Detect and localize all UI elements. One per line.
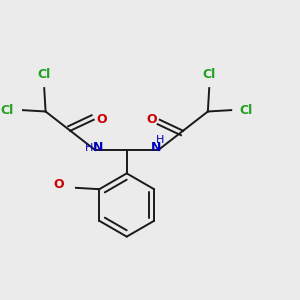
Text: H: H <box>155 134 164 145</box>
Text: N: N <box>93 141 103 154</box>
Text: Cl: Cl <box>1 103 14 117</box>
Text: O: O <box>54 178 64 191</box>
Text: Cl: Cl <box>239 103 253 117</box>
Text: Cl: Cl <box>38 68 51 81</box>
Text: O: O <box>147 113 157 126</box>
Text: H: H <box>85 143 93 153</box>
Text: Cl: Cl <box>202 68 216 81</box>
Text: N: N <box>150 141 161 154</box>
Text: O: O <box>96 113 107 126</box>
